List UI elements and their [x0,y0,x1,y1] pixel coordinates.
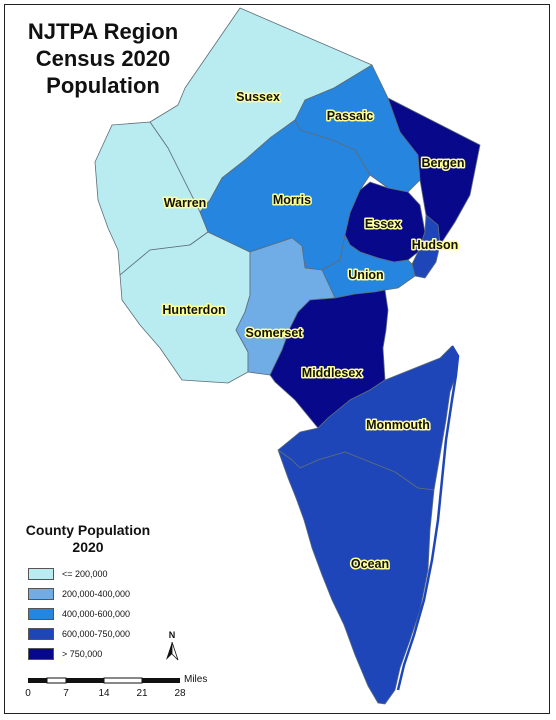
legend-item: 200,000-400,000 [18,584,178,604]
scale-bar-tick-label: 14 [98,688,110,699]
scale-bar-segment [28,678,47,683]
county-label-somerset: Somerset [246,326,304,340]
legend-swatch [28,588,54,600]
legend-label: <= 200,000 [62,569,108,579]
county-label-warren: Warren [164,196,207,210]
county-label-union: Union [348,268,383,282]
scale-bar-tick-label: 7 [63,688,69,699]
county-hudson[interactable] [411,214,441,279]
legend-label: > 750,000 [62,649,103,659]
county-label-hunterdon: Hunterdon [162,303,225,317]
legend-swatch [28,608,54,620]
county-label-monmouth: Monmouth [366,418,430,432]
legend-item: 400,000-600,000 [18,604,178,624]
legend-swatch [28,568,54,580]
legend-swatch [28,648,54,660]
map-title: NJTPA Region Census 2020 Population [18,18,188,99]
legend-label: 200,000-400,000 [62,589,131,599]
scale-bar-tick-label: 28 [174,688,186,699]
north-arrow-label: N [169,630,176,640]
legend-item: 600,000-750,000 [18,624,178,644]
scale-bar-tick-label: 21 [136,688,148,699]
legend-title: County Population 2020 [18,522,158,556]
legend: County Population 2020 <= 200,000 200,00… [18,522,178,664]
county-label-essex: Essex [365,217,401,231]
legend-label: 400,000-600,000 [62,609,131,619]
county-label-hudson: Hudson [412,238,459,252]
county-label-passaic: Passaic [327,109,374,123]
county-label-middlesex: Middlesex [302,366,362,380]
legend-item: <= 200,000 [18,564,178,584]
legend-items: <= 200,000 200,000-400,000 400,000-600,0… [18,564,178,664]
scale-bar-unit: Miles [184,674,207,685]
county-label-sussex: Sussex [236,90,280,104]
legend-item: > 750,000 [18,644,178,664]
legend-title-line: County Population [25,522,151,538]
scale-bar-segment [103,677,143,684]
scale-bar-segment [66,678,104,683]
scale-bar-tick-label: 0 [25,688,31,699]
legend-swatch [28,628,54,640]
county-layer [94,7,481,705]
county-label-bergen: Bergen [421,156,464,170]
map-title-line: NJTPA Region [27,19,179,44]
north-arrow-icon: N [166,630,179,661]
scale-bar-segment [46,677,67,684]
map-title-line: Population [46,73,160,98]
legend-label: 600,000-750,000 [62,629,131,639]
legend-title-line: 2020 [72,539,104,555]
county-label-ocean: Ocean [351,557,389,571]
scale-bar: Miles 0 7 14 21 28 [25,674,207,699]
county-ocean[interactable] [277,449,435,705]
scale-bar-segment [142,678,180,683]
county-label-layer: Sussex Passaic Bergen Warren Morris Esse… [161,89,466,573]
barrier-island-line [396,345,460,691]
map-title-line: Census 2020 [35,46,171,71]
county-label-morris: Morris [273,193,311,207]
